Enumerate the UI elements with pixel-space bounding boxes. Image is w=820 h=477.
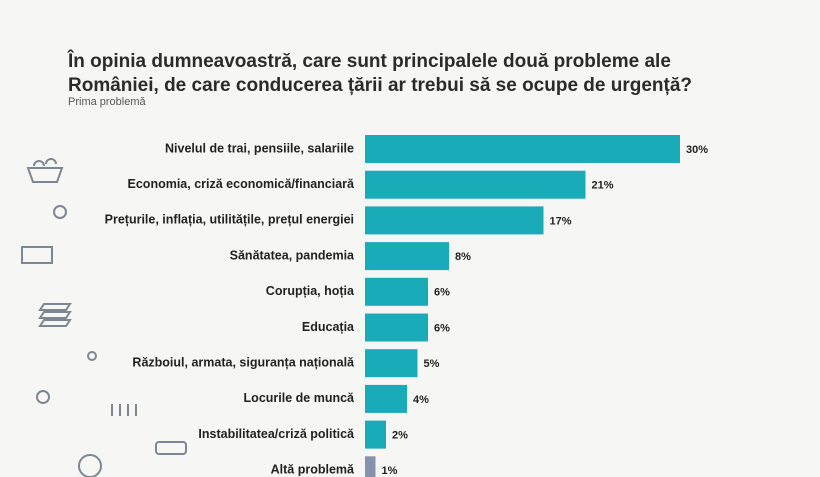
bar	[365, 206, 544, 235]
icon-books	[38, 303, 72, 327]
bar	[365, 135, 680, 163]
icon-car	[155, 441, 187, 455]
category-label: Altă problemă	[271, 463, 355, 477]
category-label: Sănătatea, pandemia	[230, 248, 355, 262]
value-label: 8%	[455, 251, 471, 263]
category-label: Prețurile, inflația, utilitățile, prețul…	[105, 213, 354, 227]
category-label: Corupția, hoția	[266, 284, 355, 298]
bar	[365, 277, 428, 306]
icon-person	[36, 390, 50, 404]
value-label: 21%	[592, 180, 614, 192]
category-label: Nivelul de trai, pensiile, salariile	[165, 141, 354, 155]
value-label: 6%	[434, 287, 450, 299]
value-label: 17%	[550, 215, 572, 227]
bar	[365, 242, 449, 271]
category-label: Educația	[302, 320, 355, 334]
value-label: 1%	[382, 465, 398, 477]
bar	[365, 456, 376, 477]
category-label: Economia, criză economică/financiară	[128, 177, 356, 191]
chart-title: În opinia dumneavoastră, care sunt princ…	[68, 51, 693, 96]
bar	[365, 170, 586, 199]
value-label: 30%	[686, 144, 708, 156]
category-label: Războiul, armata, siguranța națională	[132, 355, 355, 369]
decorative-icons	[21, 158, 187, 477]
bar	[365, 384, 407, 413]
icon-runner	[87, 351, 97, 361]
icon-bulb	[53, 205, 67, 219]
value-label: 2%	[392, 430, 408, 442]
icon-basket	[26, 158, 64, 183]
bar	[365, 349, 418, 378]
bar	[365, 313, 428, 342]
value-label: 5%	[424, 358, 440, 370]
icon-money	[21, 246, 53, 264]
category-label: Instabilitatea/criză politică	[198, 427, 355, 441]
bar	[365, 420, 386, 449]
category-label: Locurile de muncă	[244, 391, 355, 405]
icon-medical	[78, 454, 102, 477]
chart-subtitle: Prima problemă	[68, 96, 146, 108]
value-label: 6%	[434, 322, 450, 334]
value-label: 4%	[413, 394, 429, 406]
icon-family	[111, 404, 137, 416]
